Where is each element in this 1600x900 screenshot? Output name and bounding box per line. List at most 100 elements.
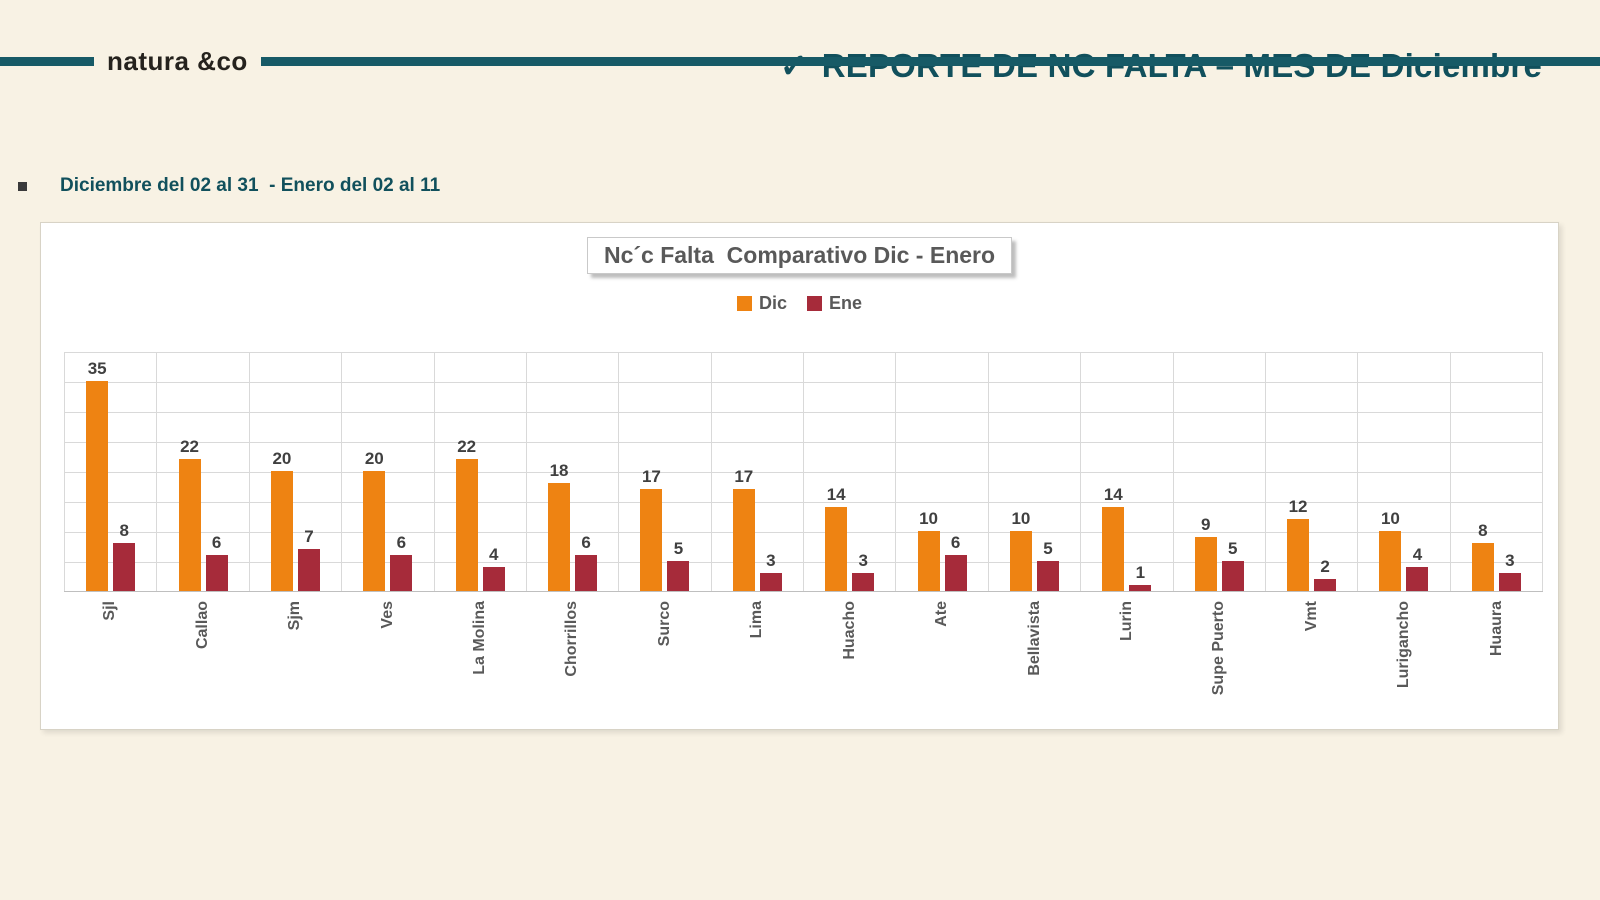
bar-group-dic: 20 [270, 449, 293, 591]
legend-item-ene: Ene [807, 293, 862, 314]
category-label: Callao [193, 601, 211, 650]
bar-value-label: 10 [1011, 509, 1031, 529]
category-cell: 18 6 [527, 352, 620, 591]
page-title-text: REPORTE DE NC FALTA – MES DE Diciembre [821, 47, 1542, 84]
bar-ene [759, 573, 782, 591]
bar-dic [1379, 531, 1402, 591]
bar-group-dic: 35 [86, 359, 109, 591]
bar-value-label: 6 [396, 533, 407, 553]
category-label: Huacho [840, 601, 858, 660]
bar-value-label: 6 [581, 533, 591, 553]
category-label-cell: Lima [711, 593, 803, 638]
category-cell: 35 8 [64, 352, 158, 591]
checkmark-icon: ✓ [779, 47, 808, 84]
dic-swatch-icon [736, 296, 752, 311]
chart-legend: Dic Ene [41, 293, 1558, 314]
bar-group-dic: 10 [1009, 509, 1032, 591]
category-label: Bellavista [1025, 601, 1043, 676]
bar-value-label: 20 [364, 449, 384, 469]
bar-dic [548, 483, 571, 591]
bar-ene [297, 549, 320, 591]
category-cell: 14 3 [804, 352, 897, 591]
bar-value-label: 5 [673, 539, 684, 559]
bar-group-dic: 12 [1287, 498, 1310, 591]
category-label-cell: Lurigancho [1358, 593, 1450, 688]
ene-swatch-icon [807, 296, 822, 311]
bar-group-ene: 1 [1129, 563, 1152, 591]
plot-area: 35 8 22 6 20 7 20 6 22 4 18 6 17 5 17 3 14 3 10 6 10 5 14 1 9 5 12… [64, 352, 1543, 592]
bar-value-label: 35 [87, 359, 107, 379]
category-label: Ves [378, 601, 396, 629]
category-label: Chorrillos [563, 601, 581, 677]
category-label-cell: Ves [341, 593, 433, 629]
bar-dic [1471, 543, 1494, 591]
bar-value-label: 20 [272, 449, 292, 469]
bar-dic [1009, 531, 1032, 591]
bar-group-ene: 3 [759, 551, 782, 591]
category-label: La Molina [470, 601, 488, 675]
bar-ene [575, 555, 598, 591]
bar-group-ene: 4 [482, 546, 505, 591]
legend-label-dic: Dic [758, 293, 787, 313]
bar-value-label: 22 [457, 437, 477, 457]
bar-value-label: 18 [549, 461, 569, 481]
bar-value-label: 14 [1103, 485, 1123, 505]
bar-dic [732, 489, 755, 591]
bar-dic [1102, 507, 1125, 591]
category-cell: 20 7 [250, 352, 343, 591]
bar-group-dic: 14 [825, 486, 848, 591]
category-label: Lima [748, 601, 766, 639]
bar-ene [205, 555, 228, 591]
bar-group-ene: 2 [1314, 558, 1337, 591]
category-label: Vmt [1302, 601, 1320, 632]
bar-group-dic: 10 [917, 510, 940, 591]
category-label: Lurin [1118, 601, 1136, 641]
bar-group-ene: 3 [852, 551, 875, 591]
legend-item-dic: Dic [736, 293, 787, 314]
bar-group-dic: 8 [1471, 522, 1494, 591]
bar-value-label: 5 [1043, 539, 1053, 559]
category-label: Surco [655, 601, 673, 647]
bar-value-label: 1 [1135, 563, 1146, 583]
bar-ene [482, 567, 505, 591]
bar-group-dic: 22 [178, 438, 201, 591]
date-range-bullet: Diciembre del 02 al 31 - Enero del 02 al… [18, 175, 440, 197]
bar-group-ene: 5 [1036, 539, 1059, 591]
bar-value-label: 3 [858, 551, 868, 571]
category-cell: 10 6 [896, 352, 989, 591]
bar-group-ene: 5 [1221, 540, 1244, 591]
bar-value-label: 3 [766, 551, 776, 571]
category-cell: 10 4 [1358, 352, 1451, 591]
category-label-cell: Lurin [1081, 593, 1173, 641]
bar-group-ene: 7 [297, 528, 320, 591]
bar-dic [178, 459, 201, 591]
bar-value-label: 9 [1200, 515, 1211, 535]
brand-band: natura &co [0, 45, 1600, 77]
bar-group-dic: 17 [732, 468, 755, 591]
category-label-cell: Huaura [1451, 593, 1543, 656]
chart-title: Nc´c Falta Comparativo Dic - Enero [586, 237, 1013, 274]
category-cell: 22 6 [157, 352, 250, 591]
bar-ene [1498, 573, 1521, 591]
bar-dic [1287, 519, 1310, 591]
bar-ene [852, 573, 875, 591]
bar-ene [113, 543, 136, 591]
category-label: Supe Puerto [1210, 601, 1228, 696]
bar-ene [667, 561, 690, 591]
bar-dic [86, 381, 109, 591]
bar-ene [390, 555, 413, 591]
bar-chart: Nc´c Falta Comparativo Dic - Enero Dic E… [40, 222, 1559, 730]
bar-ene [1221, 561, 1244, 591]
category-cell: 17 5 [619, 352, 712, 591]
bar-group-dic: 17 [640, 468, 663, 591]
category-label-cell: Chorrillos [526, 593, 618, 677]
bar-dic [455, 459, 478, 591]
bar-group-dic: 14 [1102, 485, 1125, 591]
bar-group-dic: 10 [1379, 510, 1402, 591]
bar-dic [363, 471, 386, 591]
bar-group-dic: 22 [455, 437, 478, 591]
bar-ene [1406, 567, 1429, 591]
bar-dic [825, 507, 848, 591]
